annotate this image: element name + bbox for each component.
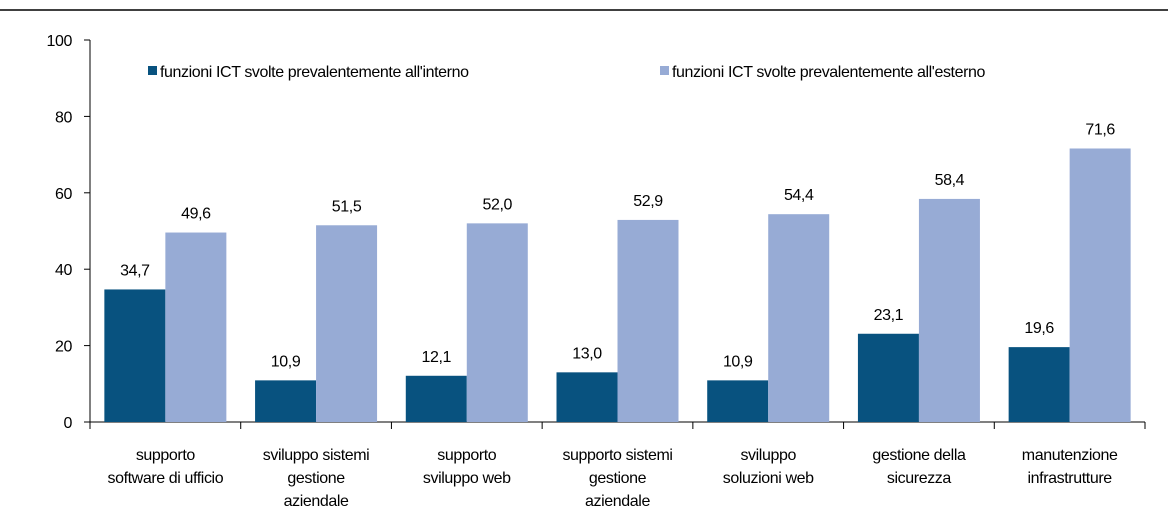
x-tick-label: sviluppo web bbox=[423, 470, 511, 487]
x-tick-label: infrastrutture bbox=[1028, 470, 1113, 487]
value-label: 13,0 bbox=[572, 345, 602, 362]
x-tick-label: aziendale bbox=[585, 493, 650, 510]
y-tick-label: 40 bbox=[55, 262, 72, 279]
value-label: 23,1 bbox=[874, 307, 904, 324]
bar bbox=[768, 214, 830, 422]
legend-swatch bbox=[660, 66, 669, 75]
x-tick-label: sicurezza bbox=[887, 470, 951, 487]
bar bbox=[165, 232, 227, 422]
x-tick-label: aziendale bbox=[284, 493, 349, 510]
value-label: 54,4 bbox=[784, 187, 814, 204]
x-tick-label: soluzioni web bbox=[723, 470, 814, 487]
value-label: 58,4 bbox=[935, 172, 965, 189]
value-label: 34,7 bbox=[120, 262, 150, 279]
bar bbox=[316, 225, 378, 422]
y-tick-label: 0 bbox=[64, 415, 73, 432]
y-tick-label: 80 bbox=[55, 109, 72, 126]
bar bbox=[1008, 347, 1070, 422]
value-label: 12,1 bbox=[422, 349, 452, 366]
x-tick-label: gestione bbox=[589, 470, 647, 487]
x-tick-label: software di ufficio bbox=[107, 470, 223, 487]
x-tick-label: sviluppo sistemi bbox=[263, 447, 370, 464]
x-tick-label: sviluppo bbox=[740, 447, 796, 464]
bar bbox=[707, 380, 769, 422]
bar bbox=[466, 223, 528, 422]
x-tick-label: supporto sistemi bbox=[562, 447, 672, 464]
legend-label: funzioni ICT svolte prevalentemente all'… bbox=[160, 64, 469, 81]
value-label: 51,5 bbox=[332, 198, 362, 215]
bar bbox=[617, 219, 679, 422]
y-tick-label: 60 bbox=[55, 186, 72, 203]
legend-swatch bbox=[148, 66, 157, 75]
y-tick-label: 20 bbox=[55, 339, 72, 356]
x-tick-label: manutenzione bbox=[1022, 447, 1118, 464]
x-tick-label: gestione bbox=[287, 470, 345, 487]
bar bbox=[857, 333, 919, 422]
value-label: 10,9 bbox=[723, 353, 753, 370]
x-tick-label: supporto bbox=[136, 447, 196, 464]
value-label: 71,6 bbox=[1085, 121, 1115, 138]
bar bbox=[1069, 148, 1131, 422]
legend-label: funzioni ICT svolte prevalentemente all'… bbox=[672, 64, 986, 81]
bar bbox=[556, 372, 618, 422]
bar bbox=[255, 380, 317, 422]
value-label: 49,6 bbox=[181, 206, 211, 223]
value-label: 52,0 bbox=[483, 196, 513, 213]
bar bbox=[405, 375, 467, 422]
value-label: 52,9 bbox=[633, 193, 663, 210]
bar bbox=[918, 198, 980, 422]
value-label: 19,6 bbox=[1024, 320, 1054, 337]
bar bbox=[104, 289, 166, 422]
x-tick-label: supporto bbox=[437, 447, 497, 464]
x-tick-label: gestione della bbox=[872, 447, 966, 464]
y-tick-label: 100 bbox=[47, 33, 73, 50]
value-label: 10,9 bbox=[271, 353, 301, 370]
